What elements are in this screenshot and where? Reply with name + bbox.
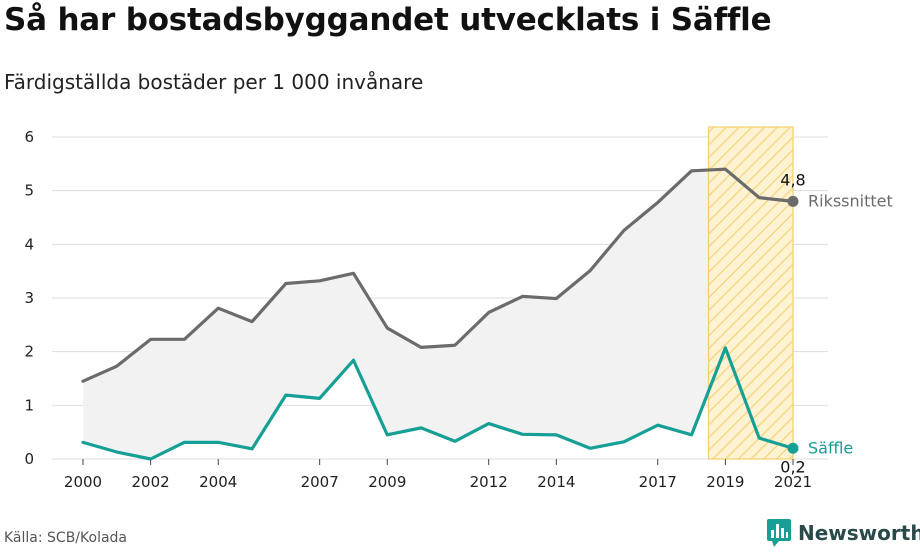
series-line (81, 167, 795, 383)
x-tick-label: 2014 (537, 473, 575, 491)
range-band-area (83, 169, 793, 459)
x-tick-label: 2000 (64, 473, 102, 491)
series-end-point (787, 442, 799, 454)
x-tick-label: 2017 (639, 473, 677, 491)
newsworthy-logo-icon (767, 519, 791, 547)
data-label: 0,2 (780, 457, 805, 476)
series-labels: Rikssnittet Säffle 4,8 0,2 (780, 170, 892, 476)
source-note: Källa: SCB/Kolada (4, 530, 128, 546)
x-tick-label: 2021 (774, 473, 812, 491)
series-end-point (787, 195, 799, 207)
series-name-label: Säffle (808, 438, 853, 457)
axes: 0 1 2 3 4 5 6 2000 2002 2004 2007 2009 2012 2014 2017 2… (24, 128, 812, 491)
chart-title: Så har bostadsbyggandet utvecklats i Säf… (4, 2, 772, 38)
y-tick-label: 0 (24, 450, 34, 468)
y-tick-label: 6 (24, 128, 34, 146)
series-lines (81, 167, 799, 461)
data-label: 4,8 (780, 170, 805, 189)
y-tick-label: 4 (24, 235, 34, 253)
series-line (81, 346, 795, 461)
y-tick-label: 1 (24, 396, 34, 414)
brand-logo: Newsworthy (766, 518, 920, 548)
highlight-rect (707, 126, 794, 460)
range-band (83, 169, 793, 459)
x-tick-label: 2002 (132, 473, 170, 491)
x-tick-label: 2007 (301, 473, 339, 491)
x-tick-label: 2019 (706, 473, 744, 491)
x-tick-label: 2004 (199, 473, 237, 491)
brand-name: Newsworthy (798, 521, 920, 545)
highlight-region (707, 126, 794, 460)
series-name-label: Rikssnittet (808, 191, 893, 210)
y-tick-label: 3 (24, 289, 34, 307)
chart-subtitle: Färdigställda bostäder per 1 000 invånar… (4, 70, 424, 94)
y-tick-label: 5 (24, 182, 34, 200)
y-tick-label: 2 (24, 343, 34, 361)
x-tick-label: 2012 (470, 473, 508, 491)
x-tick-label: 2009 (368, 473, 406, 491)
